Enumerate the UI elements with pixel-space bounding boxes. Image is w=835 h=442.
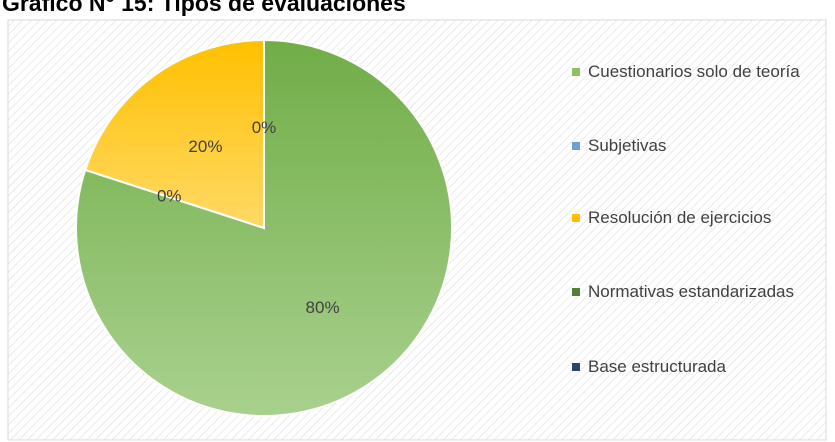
legend-item: Subjetivas [570, 132, 826, 160]
legend-swatch [572, 68, 580, 76]
legend-label: Subjetivas [588, 136, 667, 155]
data-label: 80% [306, 298, 340, 317]
data-label: 0% [157, 187, 182, 206]
data-label: 0% [252, 118, 277, 137]
legend-label: Resolución de ejercicios [588, 208, 772, 227]
legend-item: Normativas estandarizadas [570, 278, 826, 306]
legend-label: Normativas estandarizadas [588, 282, 794, 301]
legend-swatch [572, 142, 580, 150]
legend-swatch [572, 288, 580, 296]
legend-item: Cuestionarios solo de teoría [570, 58, 826, 86]
legend-swatch [572, 214, 580, 222]
legend-label: Base estructurada [588, 357, 726, 376]
chart-title: Gráfico N° 15: Tipos de evaluaciones [2, 0, 406, 16]
legend-swatch [572, 363, 580, 371]
legend-item: Resolución de ejercicios [570, 204, 826, 232]
data-label: 20% [188, 137, 222, 156]
pie-slice [83, 38, 265, 230]
legend-label: Cuestionarios solo de teoría [588, 62, 800, 81]
legend-item: Base estructurada [570, 353, 826, 381]
